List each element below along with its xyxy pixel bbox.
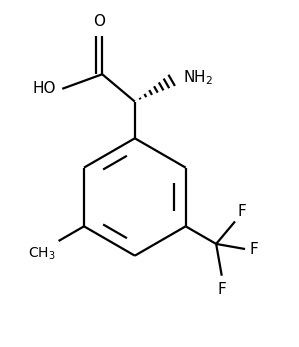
Text: NH$_2$: NH$_2$	[183, 68, 213, 87]
Text: F: F	[249, 242, 258, 256]
Text: HO: HO	[33, 81, 57, 96]
Text: O: O	[93, 14, 105, 29]
Text: F: F	[238, 203, 247, 219]
Text: F: F	[217, 281, 226, 297]
Text: CH$_3$: CH$_3$	[28, 245, 56, 262]
